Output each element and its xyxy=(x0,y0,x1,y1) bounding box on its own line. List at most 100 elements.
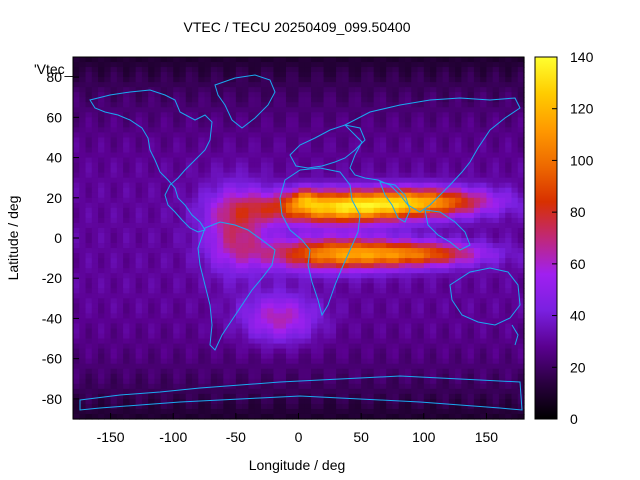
heatmap-cell xyxy=(436,298,444,304)
heatmap-cell xyxy=(329,217,337,224)
heatmap-cell xyxy=(141,162,149,169)
heatmap-cell xyxy=(367,212,375,219)
heatmap-cell xyxy=(210,323,218,330)
heatmap-cell xyxy=(192,132,199,139)
heatmap-cell xyxy=(423,112,431,118)
heatmap-cell xyxy=(311,373,318,380)
heatmap-cell xyxy=(210,358,218,365)
heatmap-cell xyxy=(110,328,118,335)
heatmap-cell xyxy=(123,363,130,370)
heatmap-cell xyxy=(210,72,218,78)
heatmap-cell xyxy=(129,72,137,78)
heatmap-cell xyxy=(480,318,488,325)
heatmap-cell xyxy=(79,258,87,264)
heatmap-cell xyxy=(298,167,306,174)
heatmap-cell xyxy=(323,288,331,294)
heatmap-cell xyxy=(123,197,130,204)
heatmap-cell xyxy=(498,202,506,209)
heatmap-cell xyxy=(442,127,450,134)
heatmap-cell xyxy=(154,358,162,365)
heatmap-cell xyxy=(135,268,143,274)
heatmap-cell xyxy=(110,102,118,108)
heatmap-cell xyxy=(229,182,237,189)
heatmap-cell xyxy=(217,142,224,149)
heatmap-cell xyxy=(498,363,506,370)
heatmap-cell xyxy=(254,232,262,239)
heatmap-cell xyxy=(379,97,387,103)
heatmap-cell xyxy=(304,212,312,219)
heatmap-cell xyxy=(129,403,137,410)
heatmap-cell xyxy=(179,328,187,335)
heatmap-cell xyxy=(248,107,256,113)
heatmap-cell xyxy=(235,303,243,309)
heatmap-cell xyxy=(448,238,456,244)
heatmap-cell xyxy=(417,348,425,355)
heatmap-cell xyxy=(173,318,181,325)
heatmap-cell xyxy=(473,388,481,395)
heatmap-cell xyxy=(141,112,149,118)
heatmap-cell xyxy=(398,147,406,154)
heatmap-cell xyxy=(317,398,325,405)
heatmap-cell xyxy=(141,388,149,395)
heatmap-cell xyxy=(204,288,212,294)
heatmap-cell xyxy=(323,368,331,375)
heatmap-cell xyxy=(430,383,437,390)
heatmap-cell xyxy=(304,147,312,154)
heatmap-cell xyxy=(473,348,481,355)
heatmap-cell xyxy=(79,263,87,269)
heatmap-cell xyxy=(198,112,206,118)
heatmap-cell xyxy=(486,197,494,204)
heatmap-cell xyxy=(311,147,318,154)
heatmap-cell xyxy=(279,333,287,340)
heatmap-cell xyxy=(304,328,312,335)
heatmap-cell xyxy=(398,348,406,355)
heatmap-cell xyxy=(398,142,406,149)
heatmap-cell xyxy=(392,318,400,325)
heatmap-cell xyxy=(436,308,444,315)
heatmap-cell xyxy=(85,398,93,405)
heatmap-cell xyxy=(505,197,513,204)
heatmap-cell xyxy=(273,142,281,149)
heatmap-cell xyxy=(217,197,224,204)
heatmap-cell xyxy=(486,112,494,118)
heatmap-cell xyxy=(317,137,325,144)
heatmap-cell xyxy=(98,353,105,360)
heatmap-cell xyxy=(254,192,262,199)
heatmap-cell xyxy=(141,283,149,289)
heatmap-cell xyxy=(285,313,293,320)
heatmap-cell xyxy=(229,318,237,325)
heatmap-cell xyxy=(154,253,162,259)
heatmap-cell xyxy=(148,132,156,139)
heatmap-cell xyxy=(417,122,425,128)
heatmap-cell xyxy=(154,273,162,279)
heatmap-cell xyxy=(154,232,162,239)
heatmap-cell xyxy=(430,283,437,289)
heatmap-cell xyxy=(517,348,525,355)
heatmap-cell xyxy=(311,137,318,144)
heatmap-cell xyxy=(242,92,249,98)
heatmap-cell xyxy=(248,318,256,325)
heatmap-cell xyxy=(148,197,156,204)
heatmap-cell xyxy=(217,378,224,385)
heatmap-cell xyxy=(285,243,293,249)
heatmap-cell xyxy=(104,122,112,128)
heatmap-cell xyxy=(85,77,93,83)
heatmap-cell xyxy=(505,398,513,405)
heatmap-cell xyxy=(91,238,99,244)
heatmap-cell xyxy=(223,253,231,259)
heatmap-cell xyxy=(505,192,513,199)
heatmap-cell xyxy=(505,162,513,169)
heatmap-cell xyxy=(85,373,93,380)
heatmap-cell xyxy=(129,298,137,304)
heatmap-cell xyxy=(210,152,218,159)
heatmap-cell xyxy=(104,192,112,199)
heatmap-cell xyxy=(517,152,525,159)
heatmap-cell xyxy=(298,182,306,189)
heatmap-cell xyxy=(273,243,281,249)
heatmap-cell xyxy=(367,323,375,330)
heatmap-cell xyxy=(285,232,293,239)
heatmap-cell xyxy=(430,303,437,309)
heatmap-cell xyxy=(486,248,494,254)
heatmap-cell xyxy=(517,358,525,365)
heatmap-cell xyxy=(198,207,206,214)
